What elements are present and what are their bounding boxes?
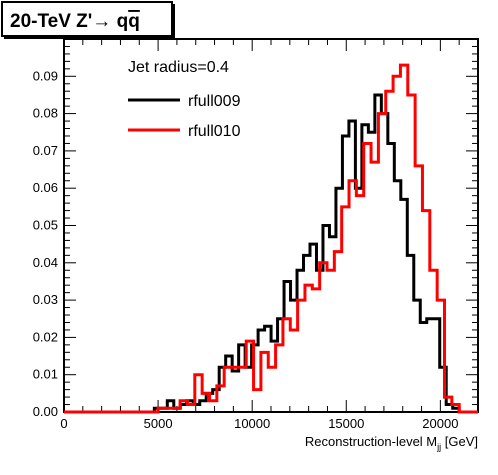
x-axis-title: Reconstruction-level Mjj [GeV] [305, 434, 478, 452]
y-tick-label: 0.09 [33, 68, 58, 83]
x-tick-label: 0 [60, 416, 67, 431]
legend-label-rfull010: rfull010 [188, 123, 241, 140]
y-tick-label: 0.04 [33, 255, 58, 270]
series-layer [64, 63, 478, 414]
series-rfull010 [64, 63, 478, 414]
y-tick-label: 0.02 [33, 329, 58, 344]
legend-header: Jet radius=0.4 [128, 59, 229, 76]
y-tick-label: 0.03 [33, 292, 58, 307]
legend: Jet radius=0.4 rfull009 rfull010 [128, 59, 241, 140]
chart-title: 20-TeV Z'→ qq [10, 11, 140, 32]
x-tick-label: 10000 [234, 416, 270, 431]
legend-label-rfull009: rfull009 [188, 93, 241, 110]
title-box: 20-TeV Z'→ qq [1, 1, 175, 39]
y-tick-label: 0.05 [33, 218, 58, 233]
x-tick-label: 15000 [328, 416, 364, 431]
x-tick-label: 5000 [144, 416, 173, 431]
y-tick-label: 0.06 [33, 180, 58, 195]
y-tick-label: 0.07 [33, 143, 58, 158]
series-rfull009 [64, 93, 478, 414]
y-tick-label: 0.08 [33, 106, 58, 121]
axis-ticks: 0.00 0.01 0.02 0.03 0.04 0.05 0.06 0.07 0.08 0.09… [33, 39, 478, 431]
y-tick-label: 0.00 [33, 404, 58, 419]
x-tick-label: 20000 [422, 416, 458, 431]
y-tick-label: 0.01 [33, 367, 58, 382]
